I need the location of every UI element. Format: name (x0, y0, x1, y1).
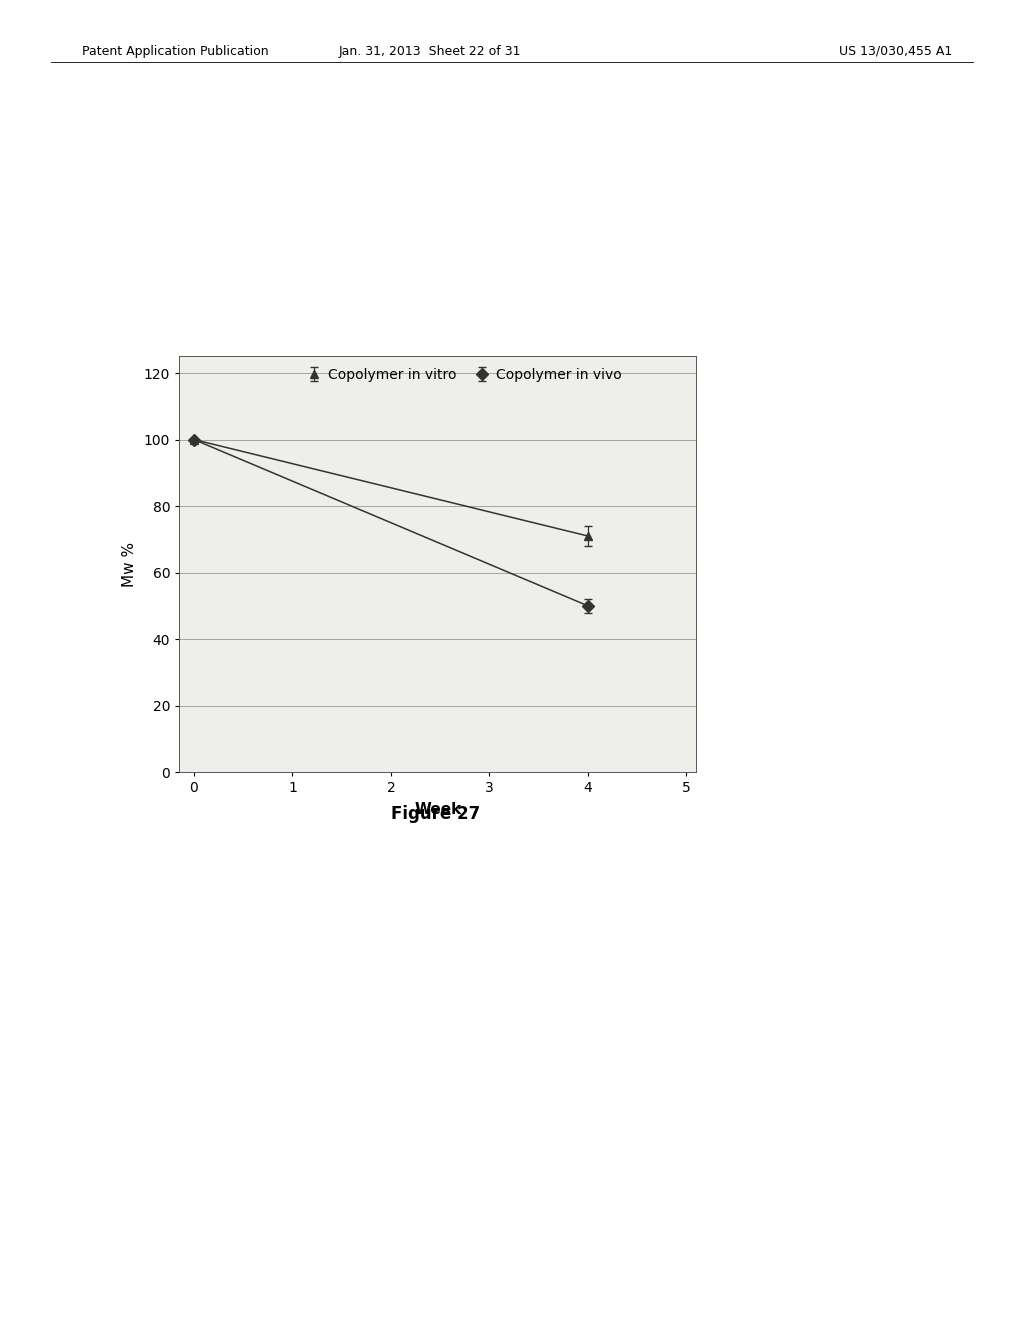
Text: Figure 27: Figure 27 (390, 805, 480, 824)
Text: US 13/030,455 A1: US 13/030,455 A1 (839, 45, 952, 58)
X-axis label: Week: Week (414, 803, 462, 817)
Text: Jan. 31, 2013  Sheet 22 of 31: Jan. 31, 2013 Sheet 22 of 31 (339, 45, 521, 58)
Legend: Copolymer in vitro, Copolymer in vivo: Copolymer in vitro, Copolymer in vivo (302, 363, 626, 385)
Text: Patent Application Publication: Patent Application Publication (82, 45, 268, 58)
Y-axis label: Mw %: Mw % (122, 541, 137, 587)
